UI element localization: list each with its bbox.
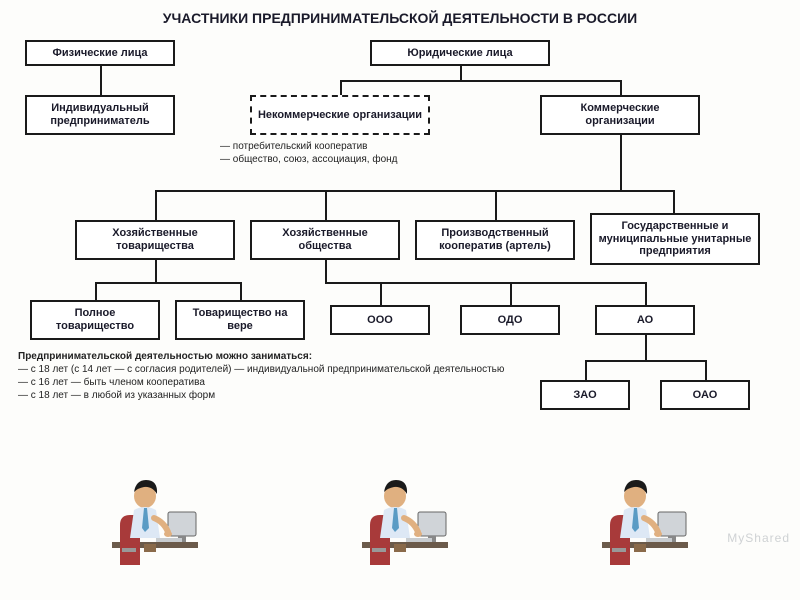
box-business-partnerships: Хозяйственные товарищества	[75, 220, 235, 260]
connector-line	[325, 282, 645, 284]
box-physical-persons: Физические лица	[25, 40, 175, 66]
box-full-partnership: Полное товарищество	[30, 300, 160, 340]
businessman-clipart	[590, 470, 700, 570]
diagram-title: УЧАСТНИКИ ПРЕДПРИНИМАТЕЛЬСКОЙ ДЕЯТЕЛЬНОС…	[0, 10, 800, 26]
note-line: — общество, союз, ассоциация, фонд	[220, 153, 398, 166]
box-label: Производственный кооператив (артель)	[421, 227, 569, 252]
box-ao: АО	[595, 305, 695, 335]
connector-line	[240, 282, 242, 300]
connector-line	[705, 360, 707, 380]
box-label: ЗАО	[573, 389, 596, 402]
connector-line	[155, 190, 157, 220]
note-line: — с 18 лет (с 14 лет — с согласия родите…	[18, 363, 508, 376]
connector-line	[340, 80, 620, 82]
connector-line	[585, 360, 705, 362]
box-commercial-orgs: Коммерческие организации	[540, 95, 700, 135]
box-label: Хозяйственные общества	[256, 227, 394, 252]
connector-line	[155, 260, 157, 282]
connector-line	[673, 190, 675, 213]
businessman-clipart	[350, 470, 460, 570]
note-title: Предпринимательской деятельностью можно …	[18, 350, 508, 363]
connector-line	[620, 135, 622, 190]
connector-line	[460, 66, 462, 80]
box-label: ОДО	[498, 314, 523, 327]
box-zao: ЗАО	[540, 380, 630, 410]
connector-line	[380, 282, 382, 305]
note-line: — с 18 лет — в любой из указанных форм	[18, 389, 508, 402]
box-label: Государственные и муниципальные унитарны…	[596, 220, 754, 258]
connector-line	[340, 80, 342, 95]
box-ooo: ООО	[330, 305, 430, 335]
connector-line	[645, 335, 647, 360]
box-label: Товарищество на вере	[181, 307, 299, 332]
box-production-cooperative: Производственный кооператив (артель)	[415, 220, 575, 260]
box-individual-entrepreneur: Индивидуальный предприниматель	[25, 95, 175, 135]
box-label: ООО	[367, 314, 393, 327]
box-label: Некоммерческие организации	[258, 109, 422, 122]
note-line: — потребительский кооператив	[220, 140, 398, 153]
box-label: ОАО	[693, 389, 718, 402]
connector-line	[585, 360, 587, 380]
box-label: Полное товарищество	[36, 307, 154, 332]
connector-line	[325, 190, 327, 220]
connector-line	[155, 190, 675, 192]
box-label: Хозяйственные товарищества	[81, 227, 229, 252]
box-label: Юридические лица	[407, 47, 512, 60]
connector-line	[645, 282, 647, 305]
connector-line	[95, 282, 240, 284]
connector-line	[495, 190, 497, 220]
box-legal-entities: Юридические лица	[370, 40, 550, 66]
box-business-companies: Хозяйственные общества	[250, 220, 400, 260]
box-label: АО	[637, 314, 653, 327]
note-requirements: Предпринимательской деятельностью можно …	[18, 350, 508, 402]
connector-line	[95, 282, 97, 300]
box-nonprofit-orgs: Некоммерческие организации	[250, 95, 430, 135]
box-label: Индивидуальный предприниматель	[31, 102, 169, 127]
box-label: Физические лица	[52, 47, 147, 60]
connector-line	[100, 66, 102, 95]
connector-line	[325, 260, 327, 282]
box-oao: ОАО	[660, 380, 750, 410]
note-line: — с 16 лет — быть членом кооператива	[18, 376, 508, 389]
box-label: Коммерческие организации	[546, 102, 694, 127]
businessman-clipart	[100, 470, 210, 570]
box-state-enterprises: Государственные и муниципальные унитарны…	[590, 213, 760, 265]
box-odo: ОДО	[460, 305, 560, 335]
connector-line	[510, 282, 512, 305]
note-nonprofit-list: — потребительский кооператив — общество,…	[220, 140, 398, 166]
watermark-text: MyShared	[727, 531, 790, 545]
box-faith-partnership: Товарищество на вере	[175, 300, 305, 340]
connector-line	[620, 80, 622, 95]
